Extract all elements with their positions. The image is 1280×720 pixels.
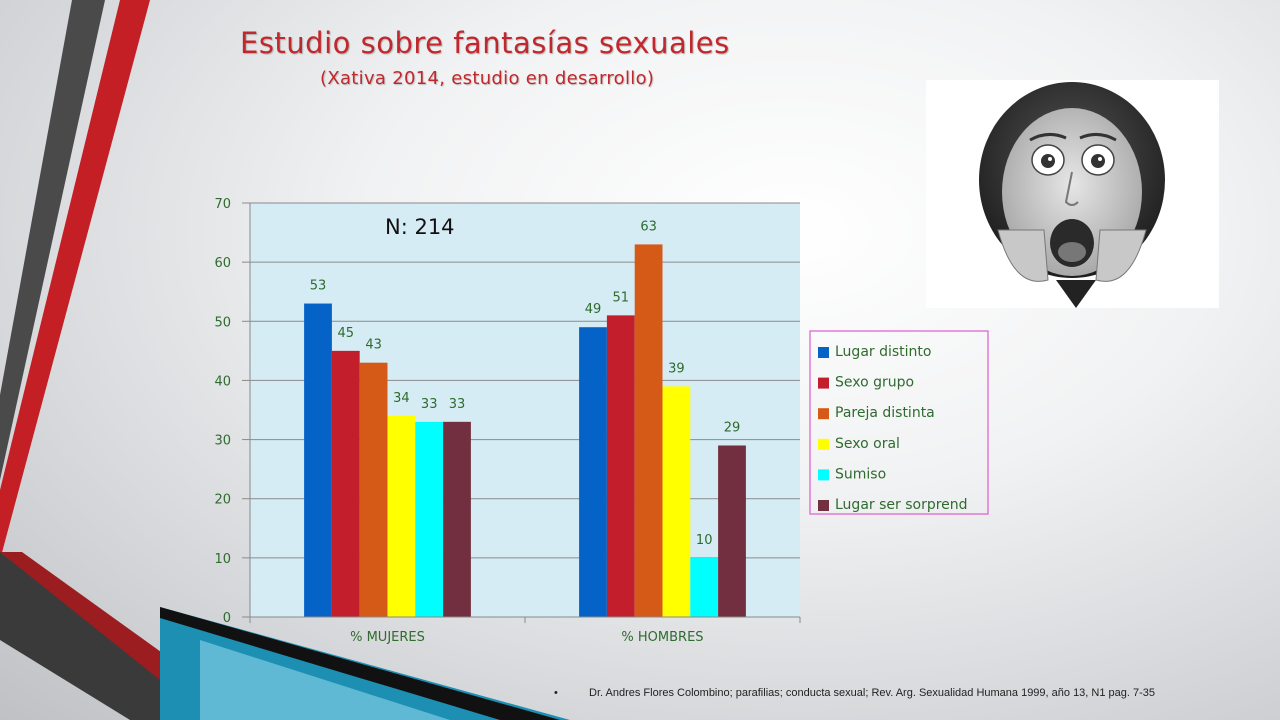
slide-title: Estudio sobre fantasías sexuales bbox=[240, 26, 730, 60]
footnote-text: Dr. Andres Flores Colombino; parafilias;… bbox=[589, 687, 1156, 699]
y-tick-label: 70 bbox=[214, 197, 231, 212]
data-label: 10 bbox=[696, 533, 713, 548]
legend-swatch bbox=[818, 500, 829, 511]
data-label: 51 bbox=[613, 290, 630, 305]
legend-label: Sexo grupo bbox=[835, 375, 914, 391]
bar bbox=[415, 421, 444, 617]
bar bbox=[387, 415, 416, 617]
data-label: 49 bbox=[585, 302, 602, 317]
legend-swatch bbox=[818, 347, 829, 358]
red-stripe bbox=[0, 0, 150, 560]
y-tick-label: 20 bbox=[214, 493, 231, 508]
gray-stripe bbox=[0, 0, 105, 480]
bar bbox=[606, 315, 635, 617]
data-label: 29 bbox=[724, 420, 741, 435]
data-label: 33 bbox=[449, 397, 466, 412]
slide-subtitle: (Xativa 2014, estudio en desarrollo) bbox=[320, 68, 655, 89]
bar bbox=[304, 303, 332, 617]
legend-label: Pareja distinta bbox=[835, 405, 935, 421]
legend-swatch bbox=[818, 408, 829, 420]
y-tick-label: 10 bbox=[214, 552, 231, 567]
bar bbox=[579, 327, 607, 617]
y-tick-label: 30 bbox=[214, 434, 231, 449]
legend-label: Sexo oral bbox=[835, 436, 900, 452]
data-label: 53 bbox=[310, 279, 327, 294]
y-tick-label: 50 bbox=[214, 315, 231, 330]
bar bbox=[690, 557, 719, 617]
x-category-label: % MUJERES bbox=[350, 630, 425, 645]
sample-size-annotation: N: 214 bbox=[385, 215, 455, 239]
data-label: 34 bbox=[393, 391, 410, 406]
bar bbox=[718, 445, 746, 617]
bar bbox=[443, 421, 471, 617]
y-tick-label: 0 bbox=[223, 611, 231, 626]
teal-wedge-light bbox=[200, 640, 450, 720]
legend-swatch bbox=[818, 438, 829, 450]
bar bbox=[359, 362, 388, 617]
y-tick-label: 40 bbox=[214, 374, 231, 389]
legend-swatch bbox=[818, 377, 829, 389]
bar bbox=[331, 350, 360, 617]
data-label: 39 bbox=[668, 361, 685, 376]
legend-label: Lugar distinto bbox=[835, 344, 931, 360]
black-wedge bbox=[160, 607, 560, 720]
bar bbox=[634, 244, 663, 617]
data-label: 63 bbox=[640, 219, 657, 234]
legend-swatch bbox=[818, 469, 829, 481]
data-label: 45 bbox=[338, 326, 355, 341]
x-category-label: % HOMBRES bbox=[621, 630, 703, 645]
data-label: 33 bbox=[421, 397, 438, 412]
bar bbox=[662, 386, 691, 617]
data-label: 43 bbox=[365, 338, 382, 353]
footnote-bullet: • bbox=[554, 687, 558, 699]
legend-label: Sumiso bbox=[835, 466, 886, 482]
y-tick-label: 60 bbox=[214, 256, 231, 271]
legend-label: Lugar ser sorprend bbox=[835, 497, 968, 513]
surprised-woman-photo bbox=[926, 80, 1219, 308]
red-bottom-stripe bbox=[0, 552, 200, 680]
legend-box bbox=[809, 330, 989, 515]
